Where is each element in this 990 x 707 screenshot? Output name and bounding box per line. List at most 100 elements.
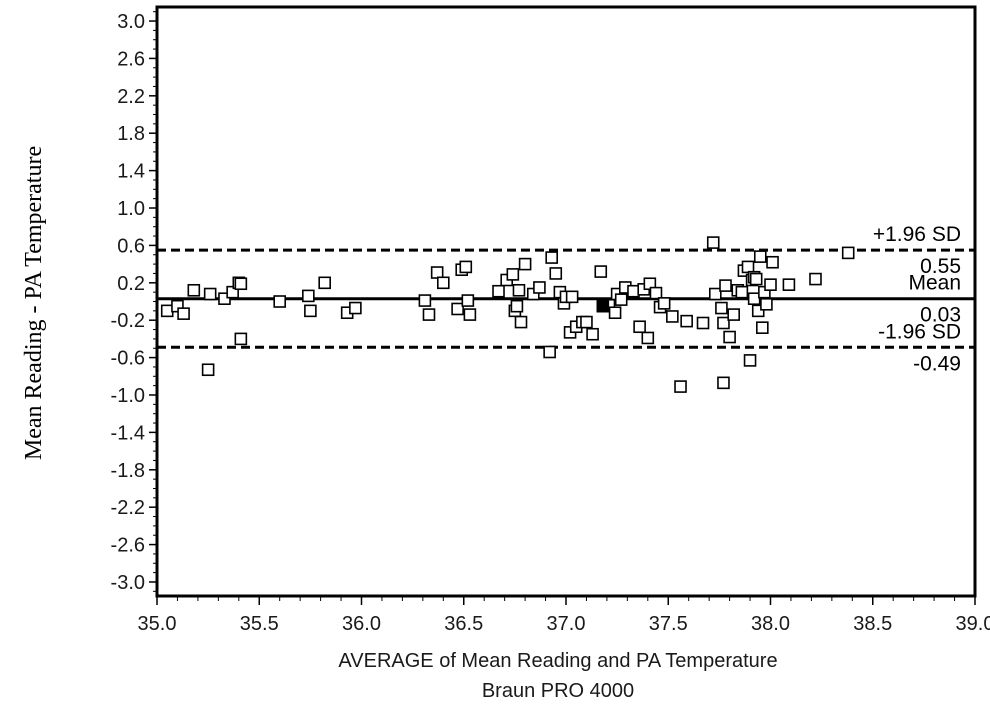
data-point xyxy=(459,260,473,274)
data-point xyxy=(627,284,640,298)
y-tick-label: -1.4 xyxy=(111,422,145,444)
data-point xyxy=(422,308,436,321)
x-tick-label: 38.5 xyxy=(853,613,892,635)
plot-frame xyxy=(155,5,977,598)
reference-line-value: 0.55 xyxy=(920,255,961,278)
x-tick-label: 36.0 xyxy=(342,613,381,635)
y-axis-ticks: 3.0 2.6 2.2 1.8 1.4 1.0 0.6 0.2 -0.2 -0.6 -1.0 -1.4… xyxy=(111,11,157,594)
y-tick-label: 1.4 xyxy=(117,161,145,183)
x-tick-label: 35.0 xyxy=(138,613,177,635)
data-point xyxy=(349,301,362,315)
data-point xyxy=(782,278,796,291)
x-tick-label: 36.5 xyxy=(444,613,483,635)
data-point xyxy=(514,315,528,329)
data-point xyxy=(727,308,740,321)
reference-line-value: 0.03 xyxy=(920,304,961,327)
y-axis-title: Mean Reading - PA Temperature xyxy=(21,146,47,460)
data-point xyxy=(549,267,563,280)
y-tick-label: 3.0 xyxy=(117,11,145,33)
reference-line-name: +1.96 SD xyxy=(873,223,961,246)
data-point xyxy=(304,304,317,318)
data-point xyxy=(492,284,505,298)
data-point xyxy=(565,290,579,304)
y-tick-label: 0.2 xyxy=(117,273,145,295)
data-point xyxy=(706,236,720,249)
data-point xyxy=(633,320,646,334)
data-point xyxy=(463,308,477,321)
data-point xyxy=(708,287,722,301)
data-point xyxy=(735,285,749,299)
data-point xyxy=(518,257,532,271)
y-tick-label: 1.8 xyxy=(117,123,145,145)
data-point xyxy=(649,286,663,300)
data-point xyxy=(218,292,231,305)
data-point xyxy=(719,279,732,292)
data-point xyxy=(657,297,671,310)
data-point xyxy=(809,272,822,286)
data-point xyxy=(418,294,432,307)
data-points xyxy=(160,236,855,393)
data-point xyxy=(234,277,248,291)
data-point xyxy=(318,276,331,290)
data-point xyxy=(451,302,464,316)
data-point xyxy=(506,268,520,281)
y-tick-label: 1.0 xyxy=(117,198,145,220)
data-point xyxy=(696,316,710,330)
y-tick-label: -2.2 xyxy=(111,497,145,519)
data-point xyxy=(510,299,524,313)
y-tick-label: 0.6 xyxy=(117,235,145,257)
data-point xyxy=(545,251,558,264)
y-tick-label: 2.2 xyxy=(117,86,145,108)
data-point xyxy=(512,283,526,297)
data-point xyxy=(430,266,444,279)
data-point xyxy=(594,265,608,278)
data-point xyxy=(160,304,174,318)
data-point xyxy=(753,250,767,263)
reference-line-name: Mean xyxy=(908,272,961,295)
y-tick-label: -3.0 xyxy=(111,572,145,594)
y-tick-label: -2.6 xyxy=(111,535,145,557)
data-point xyxy=(766,255,779,269)
y-tick-label: -1.8 xyxy=(111,460,145,482)
y-tick-label: -0.6 xyxy=(111,348,145,370)
reference-line-value: -0.49 xyxy=(913,352,961,375)
x-axis-title: AVERAGE of Mean Reading and PA Temperatu… xyxy=(338,650,777,672)
data-point xyxy=(608,306,622,320)
data-point xyxy=(234,332,248,346)
data-point xyxy=(586,327,599,341)
x-tick-label: 35.5 xyxy=(240,613,279,635)
data-point xyxy=(680,314,693,328)
reference-line-name: -1.96 SD xyxy=(878,320,961,343)
data-point xyxy=(461,294,475,307)
data-point xyxy=(756,321,769,334)
data-point xyxy=(760,298,773,311)
data-point xyxy=(715,301,728,315)
data-point xyxy=(641,331,655,345)
data-point xyxy=(764,278,777,291)
data-point xyxy=(580,315,593,329)
data-point xyxy=(723,330,736,344)
data-point xyxy=(533,281,546,294)
x-tick-label: 37.5 xyxy=(649,613,688,635)
data-point xyxy=(614,293,628,306)
data-point xyxy=(203,287,217,301)
data-point xyxy=(747,292,761,305)
data-point xyxy=(273,295,287,308)
data-point xyxy=(749,272,763,286)
data-point xyxy=(751,304,765,318)
x-tick-label: 38.0 xyxy=(751,613,790,635)
data-point xyxy=(666,310,679,323)
data-point-filled xyxy=(596,299,610,313)
data-point xyxy=(187,283,201,297)
data-point xyxy=(302,289,315,303)
y-tick-label: -1.0 xyxy=(111,385,145,407)
data-point xyxy=(717,376,730,390)
data-point xyxy=(743,354,757,367)
data-point xyxy=(177,307,190,320)
x-tick-label: 37.0 xyxy=(547,613,586,635)
y-tick-label: -0.2 xyxy=(111,310,145,332)
x-axis-ticks: 35.0 35.5 36.0 36.5 37.0 37.5 38.0 38.5 39.0 xyxy=(138,596,990,635)
data-point xyxy=(841,246,855,260)
